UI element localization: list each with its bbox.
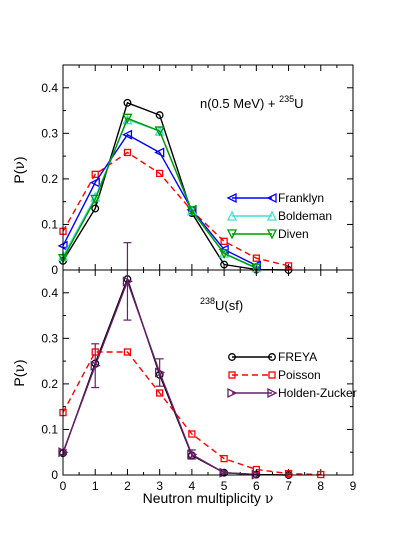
x-tick-label: 8 [317,479,324,493]
bottom-annotation-suffix: U(sf) [215,298,243,313]
point-poisson [284,469,293,478]
top-annotation-sup: 235 [279,94,294,104]
point-franklyn [121,129,133,140]
point-freya [220,260,229,269]
legend-marker-boldeman [226,210,238,221]
y-tick-label: 0.4 [41,81,58,95]
top-y-axis-label: P(ν) [11,156,28,183]
point-poisson [156,389,164,397]
legend-marker-poisson [268,371,276,379]
point-freya [91,204,100,213]
y-tick-label: 0.3 [41,126,58,140]
bottom-ylabel-greek: ν [12,364,28,373]
y-tick-label: 0.4 [41,286,58,300]
point-poisson [91,170,99,178]
x-tick-label: 1 [92,479,99,493]
bottom-panel: 0 0.1 0.2 0.3 0.4 0 1 2 3 4 5 6 7 8 9 FREYA Poisson Hold… [11,242,357,507]
x-tick-label: 3 [156,479,163,493]
top-legend: Franklyn Boldeman Diven [226,191,332,241]
top-ylabel-greek: ν [12,161,28,170]
point-diven [186,206,197,217]
y-tick-label: 0.1 [41,422,58,436]
y-tick-label: 0 [51,263,58,277]
top-panel: 0 0.1 0.2 0.3 0.4 Franklyn Boldeman Diven n(0.… [11,64,354,277]
point-diven [219,248,230,260]
point-diven [122,113,133,124]
y-tick-label: 0.3 [41,331,58,345]
point-holden [155,367,166,378]
top-annotation: n(0.5 MeV) + 235U [200,94,304,111]
point-diven [154,126,165,137]
legend-marker-diven [226,229,238,240]
point-holden [122,276,133,287]
top-ylabel-end: ) [11,156,27,161]
series-line-poisson [62,151,289,267]
point-poisson [284,262,293,270]
point-freya [155,111,164,120]
series-poisson [59,148,293,270]
y-tick-label: 0.2 [41,377,58,391]
legend-label-poisson: Poisson [278,368,321,382]
point-freya [123,98,132,107]
point-diven [251,263,262,274]
x-tick-label: 5 [221,479,228,493]
y-tick-label: 0.2 [41,172,58,186]
legend-label-boldeman: Boldeman [278,209,332,223]
legend-label-diven: Diven [278,227,309,241]
bottom-annotation-sup: 238 [200,296,215,306]
x-tick-label: 6 [253,479,260,493]
x-tick-label: 7 [285,479,292,493]
point-poisson [252,254,260,262]
point-boldeman [90,191,101,202]
legend-marker-boldeman [266,210,278,221]
x-tick-label: 2 [124,479,131,493]
bottom-legend: FREYA Poisson Holden-Zucker [227,350,357,400]
point-poisson [220,454,228,463]
point-poisson [188,430,196,438]
point-poisson [220,237,228,245]
bottom-annotation: 238U(sf) [200,296,243,313]
bottom-ylabel-end: ) [11,359,27,364]
legend-marker-franklyn [226,192,237,204]
point-poisson [123,148,132,157]
top-annotation-suffix: U [294,96,303,111]
point-franklyn [154,147,165,158]
legend-label-holden: Holden-Zucker [278,386,357,400]
legend-marker-poisson [228,371,236,379]
x-tick-label: 4 [189,479,196,493]
legend-marker-freya [228,353,236,361]
legend-label-franklyn: Franklyn [278,191,324,205]
x-axis-label: Neutron multiplicity ν [143,490,274,507]
point-franklyn [89,177,100,188]
top-series-group [57,98,293,274]
legend-marker-holden [227,387,238,399]
point-holden [187,449,198,460]
series-line-diven [62,117,257,269]
point-holden [90,360,101,371]
legend-marker-franklyn [266,192,277,204]
bottom-y-axis-label: P(ν) [11,359,28,386]
x-tick-label: 9 [350,479,357,493]
series-line-poisson [62,351,321,476]
series-line-freya [62,101,289,271]
xlabel-greek: ν [265,491,274,507]
y-tick-label: 0.1 [41,217,58,231]
x-tick-label: 0 [60,479,67,493]
legend-marker-diven [266,229,278,240]
xlabel-main: Neutron multiplicity [143,490,265,506]
top-annotation-prefix: n(0.5 MeV) + [200,96,279,111]
point-diven [90,194,101,205]
top-ylabel-main: P( [11,169,27,183]
legend-label-freya: FREYA [278,350,317,364]
bottom-plot-frame [62,269,354,476]
legend-marker-freya [268,353,276,361]
point-poisson [123,348,132,356]
legend-marker-holden [267,387,278,399]
point-poisson [156,169,164,178]
y-tick-label: 0 [51,468,58,482]
bottom-ylabel-main: P( [11,372,27,386]
